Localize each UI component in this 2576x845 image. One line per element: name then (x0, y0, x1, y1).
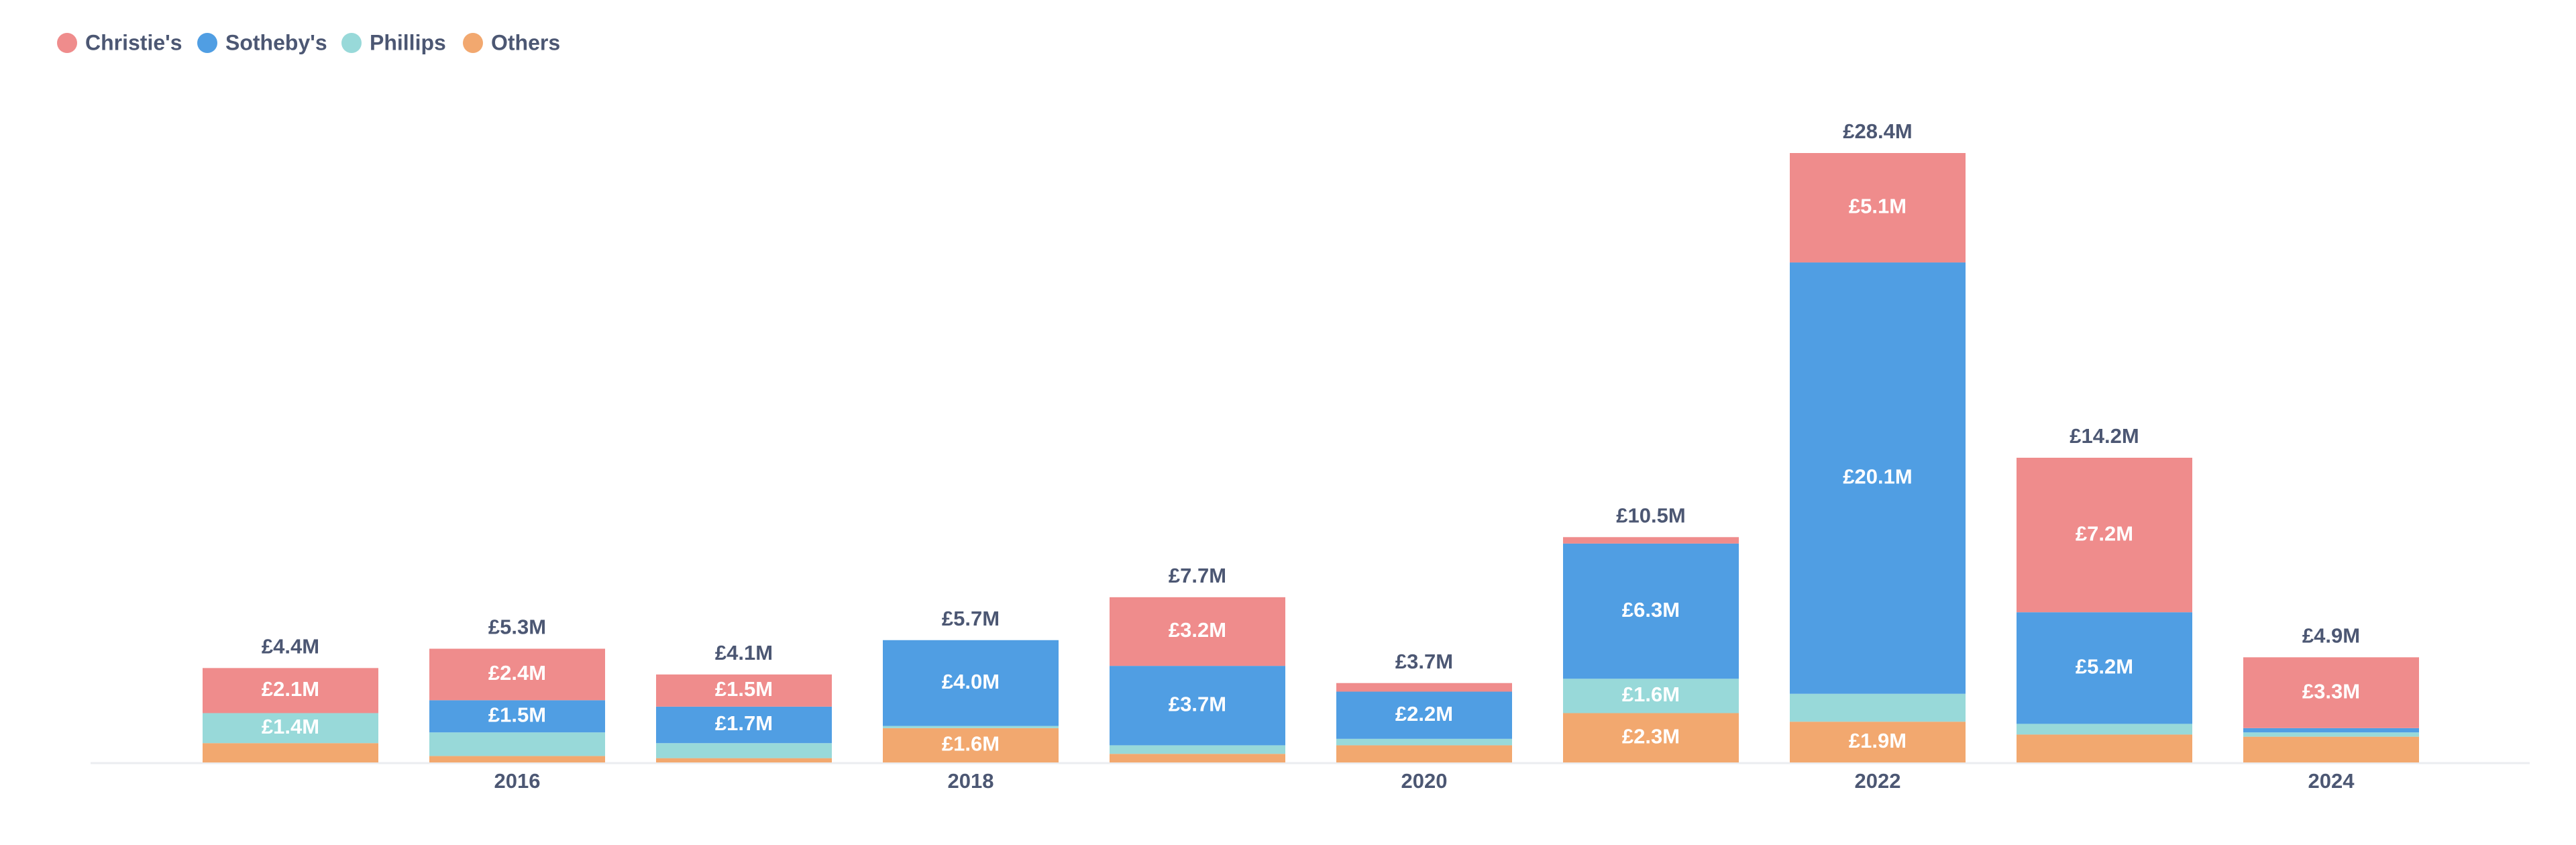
value-label: £3.7M (1169, 692, 1226, 715)
legend-swatch (197, 33, 217, 53)
bar-segment (1336, 738, 1512, 746)
x-tick-label: 2020 (1401, 769, 1448, 793)
bar-segment (429, 648, 605, 701)
legend-label: Others (491, 30, 560, 54)
bar-segment (203, 713, 378, 744)
bar-segment (1110, 745, 1285, 754)
bar-segment (656, 706, 832, 744)
bar-segment (1336, 745, 1512, 762)
bar-segment (429, 732, 605, 756)
bar-segment (883, 728, 1059, 762)
bar-segment (656, 743, 832, 758)
bar-segment (1110, 597, 1285, 666)
bar-segment (203, 743, 378, 762)
value-label: £1.5M (715, 677, 773, 701)
bar-segment (1110, 666, 1285, 746)
bar-segment (429, 756, 605, 762)
total-label: £7.7M (1169, 564, 1226, 587)
value-label: £6.3M (1622, 598, 1680, 622)
bar-segment (429, 700, 605, 733)
bar-segment (2017, 734, 2192, 762)
value-label: £1.7M (715, 711, 773, 735)
bar-segment (1790, 262, 1966, 694)
bar-segment (1790, 693, 1966, 722)
value-label: £2.4M (488, 661, 546, 685)
bar-segment (656, 758, 832, 762)
value-label: £3.2M (1169, 618, 1226, 642)
legend-label: Christie's (85, 30, 182, 54)
value-label: £2.2M (1395, 702, 1453, 726)
legend-swatch (57, 33, 77, 53)
total-label: £28.4M (1843, 119, 1912, 143)
total-label: £4.9M (2302, 624, 2360, 648)
bar-segment (2243, 732, 2419, 737)
bar-segment (2017, 458, 2192, 613)
x-tick-label: 2016 (494, 769, 541, 793)
legend-label: Phillips (370, 30, 446, 54)
total-label: £5.3M (488, 615, 546, 639)
bar-segment (883, 640, 1059, 726)
total-label: £14.2M (2070, 424, 2139, 448)
bar-segment (656, 674, 832, 707)
x-tick-label: 2018 (948, 769, 994, 793)
bar-segment (1563, 537, 1739, 544)
value-label: £5.1M (1849, 195, 1907, 218)
value-label: £7.2M (2076, 521, 2133, 545)
bar-segment (883, 726, 1059, 728)
value-label: £2.1M (262, 677, 319, 701)
value-label: £1.5M (488, 703, 546, 726)
legend-swatch (463, 33, 483, 53)
total-label: £4.4M (262, 635, 319, 658)
total-label: £3.7M (1395, 650, 1453, 673)
bar-segment (1790, 153, 1966, 263)
bar-segment (1336, 683, 1512, 692)
value-label: £1.6M (942, 732, 1000, 756)
value-label: £20.1M (1843, 465, 1912, 489)
total-label: £5.7M (942, 607, 1000, 630)
value-label: £4.0M (942, 670, 1000, 693)
value-label: £2.3M (1622, 724, 1680, 748)
value-label: £5.2M (2076, 655, 2133, 679)
value-label: £3.3M (2302, 679, 2360, 703)
bar-segment (203, 668, 378, 713)
value-label: £1.9M (1849, 729, 1907, 752)
bar-segment (2243, 736, 2419, 762)
total-label: £4.1M (715, 641, 773, 664)
bar-segment (1790, 722, 1966, 762)
value-label: £1.6M (1622, 683, 1680, 706)
bar-segment (2017, 724, 2192, 735)
bar-segment (1110, 754, 1285, 762)
total-label: £10.5M (1616, 503, 1685, 527)
bar-segment (2243, 657, 2419, 728)
bar-segment (1336, 691, 1512, 739)
legend-swatch (341, 33, 362, 53)
bar-segment (2243, 728, 2419, 733)
x-tick-label: 2022 (1855, 769, 1901, 793)
value-label: £1.4M (262, 715, 319, 738)
bar-segment (2017, 612, 2192, 724)
x-tick-label: 2024 (2308, 769, 2355, 793)
bar-segment (1563, 679, 1739, 713)
bar-segment (1563, 543, 1739, 679)
legend-label: Sotheby's (225, 30, 327, 54)
bar-segment (1563, 713, 1739, 762)
